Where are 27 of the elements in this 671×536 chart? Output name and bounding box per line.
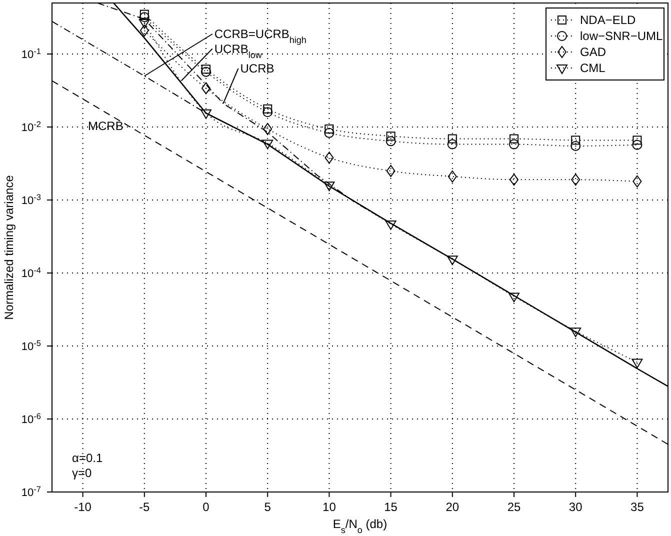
x-axis-title: E$_{s}$/N$_{o}$ (db) — [332, 517, 388, 535]
y-tick-label: 10$^{-5}$ — [21, 338, 42, 354]
x-tick-label: -5 — [139, 500, 150, 514]
x-tick-label: 5 — [264, 500, 272, 514]
y-tick-label: 10$^{-7}$ — [21, 484, 42, 499]
x-tick-label: 15 — [384, 500, 398, 514]
x-tick-label: 20 — [446, 500, 460, 514]
annotation: UCRB — [240, 62, 274, 76]
annotation: γ=0 — [72, 466, 92, 480]
annotation: MCRB — [88, 119, 124, 133]
legend-label: NDA−ELD — [580, 13, 636, 27]
annotation: α=0.1 — [72, 451, 103, 465]
x-tick-label: 25 — [507, 500, 521, 514]
y-tick-label: 10$^{-1}$ — [21, 46, 42, 62]
legend-label: CML — [580, 61, 606, 75]
x-tick-label: 30 — [568, 500, 583, 514]
x-tick-label: 0 — [202, 500, 210, 514]
y-tick-label: 10$^{-2}$ — [21, 120, 42, 134]
x-tick-label: 10 — [322, 500, 336, 514]
legend-label: GAD — [580, 45, 606, 59]
x-tick-label: -10 — [74, 500, 92, 514]
x-tick-label: 35 — [630, 500, 644, 514]
y-tick-label: 10$^{-6}$ — [21, 412, 42, 426]
y-tick-label: 10$^{-3}$ — [21, 192, 42, 208]
y-tick-label: 10$^{-4}$ — [21, 266, 42, 280]
y-axis-title: Normalized timing variance — [2, 174, 16, 320]
legend-label: low−SNR−UML — [580, 29, 664, 43]
